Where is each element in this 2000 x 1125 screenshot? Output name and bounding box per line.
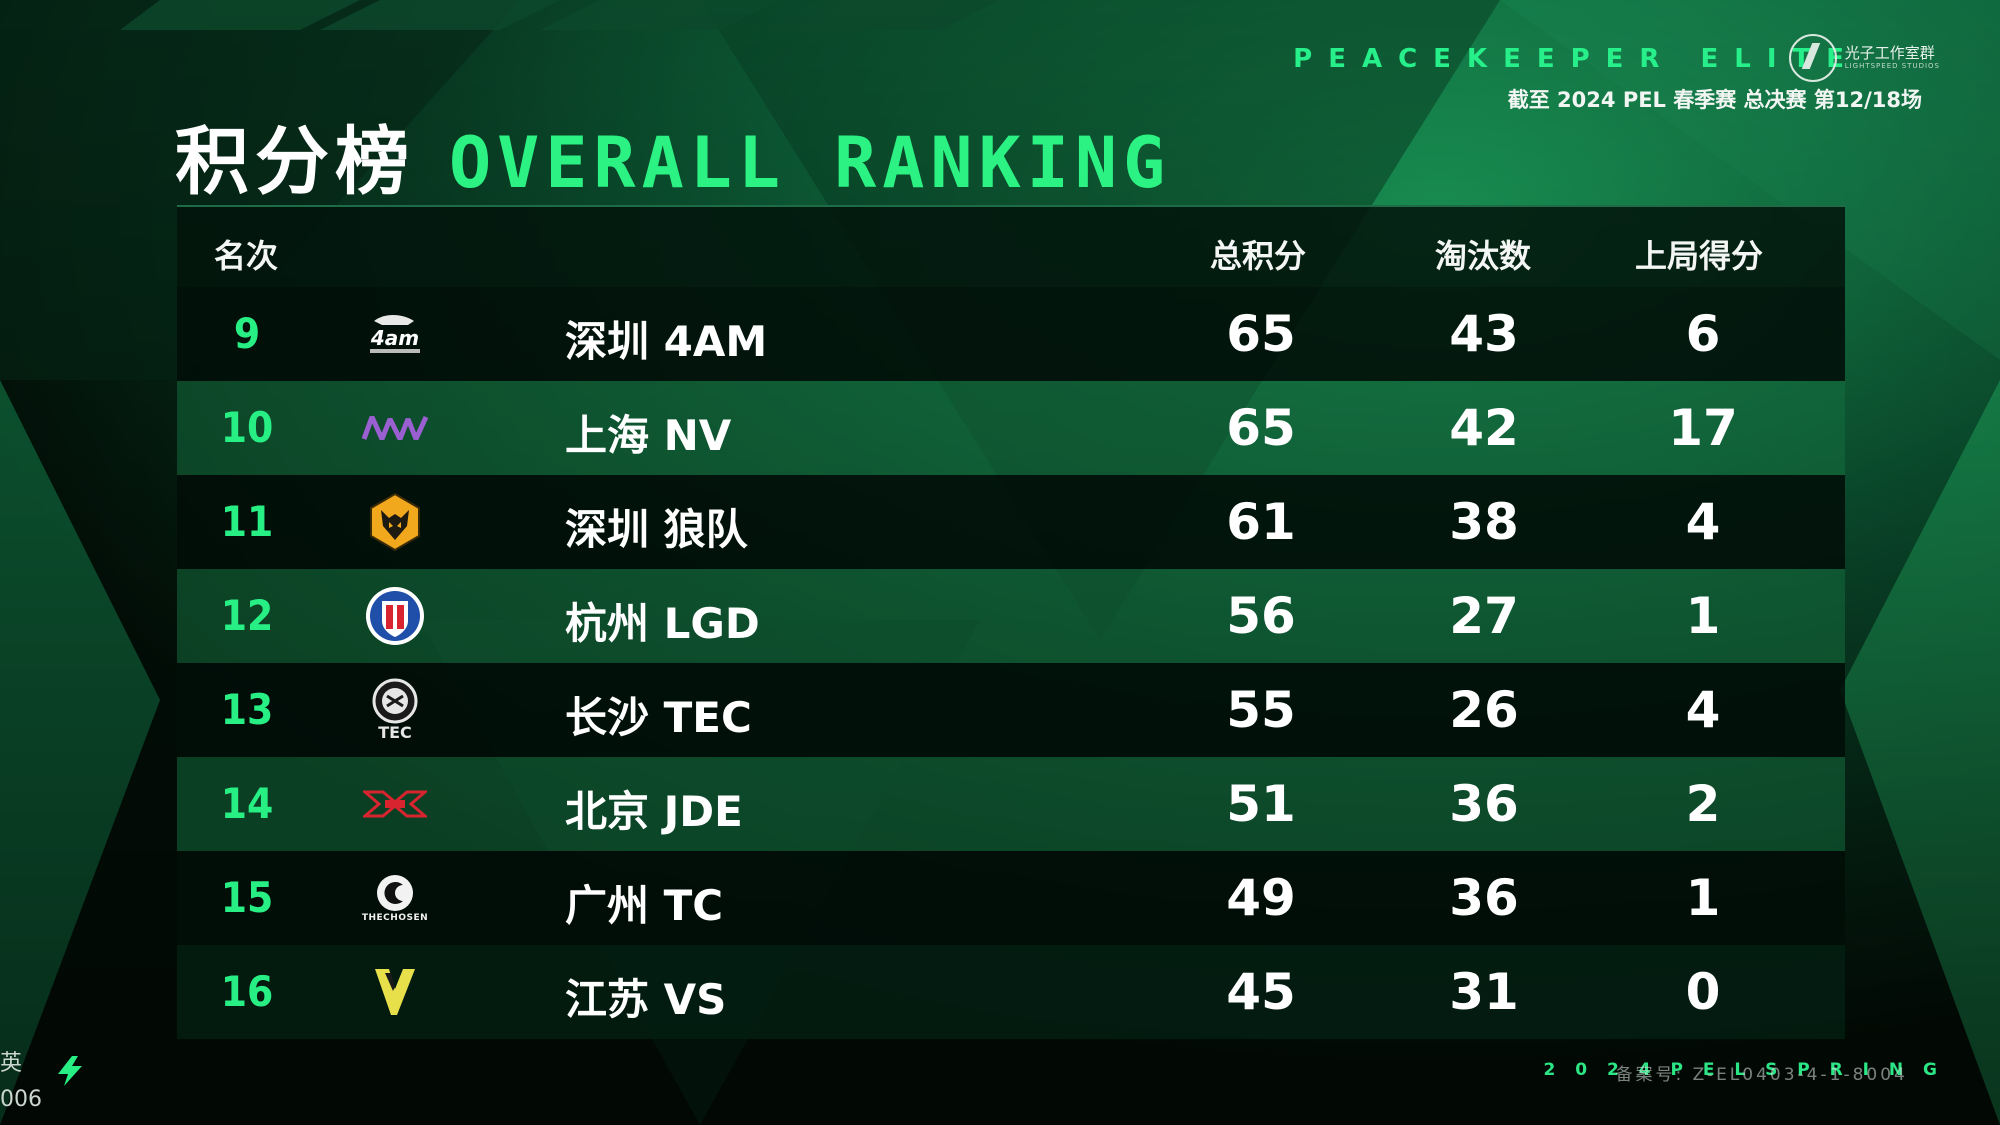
total-points: 45 (1226, 963, 1296, 1021)
team-name: 长沙 TEC (565, 693, 752, 742)
footer-watermark: 2 0 2 4 P E L S P R I N G 备案号: Z-EL0403-… (1543, 1060, 1944, 1085)
rank-value: 16 (220, 967, 274, 1016)
last-match-points: 1 (1685, 869, 1721, 927)
total-points: 56 (1226, 587, 1296, 645)
column-rank: 名次 (214, 237, 279, 275)
table-row: 13 TEC 长沙 TEC 55 26 4 (177, 663, 1845, 757)
table-header: 名次 总积分 淘汰数 上局得分 (177, 207, 1845, 287)
rank-value: 9 (233, 309, 261, 358)
studio-name: 光子工作室群 (1844, 44, 1935, 62)
kills-count: 36 (1449, 775, 1519, 833)
kills-count: 38 (1449, 493, 1519, 551)
table-row: 14 北京 JDE 51 36 2 (177, 757, 1845, 851)
nv-logo (357, 395, 433, 461)
kills-count: 27 (1449, 587, 1519, 645)
team-name: 上海 NV (565, 411, 732, 460)
svg-text:4am: 4am (370, 326, 419, 350)
record-number: 备案号: Z-EL0403-4-1-8004 (1615, 1065, 1908, 1085)
kills-count: 31 (1449, 963, 1519, 1021)
ranking-table: 名次 总积分 淘汰数 上局得分 9 4am 深圳 4AM 65 43 6 10 … (177, 205, 1845, 1039)
table-row: 12 杭州 LGD 56 27 1 (177, 569, 1845, 663)
tc-logo-text: THECHOSEN (361, 912, 429, 923)
kills-count: 43 (1449, 305, 1519, 363)
title-chinese: 积分榜 (175, 119, 415, 205)
overlay-line-1: 英 (0, 1051, 23, 1076)
lightning-icon (1788, 34, 1837, 82)
column-last: 上局得分 (1635, 237, 1764, 275)
last-match-points: 4 (1685, 681, 1721, 739)
last-match-points: 2 (1685, 775, 1721, 833)
tec-logo: TEC (357, 677, 433, 743)
page-title: 积分榜 OVERALL RANKING (175, 102, 1171, 209)
overlay-text: 英 006 (0, 1046, 42, 1118)
event-subtitle: 截至 2024 PEL 春季赛 总决赛 第12/18场 (1507, 88, 1922, 112)
title-english: OVERALL RANKING (449, 122, 1172, 204)
footer-season-text: 2 0 2 4 P E L S P R I N G (1543, 1060, 1944, 1080)
table-row: 11 深圳 狼队 61 38 4 (177, 475, 1845, 569)
last-match-points: 4 (1685, 493, 1721, 551)
team-name: 广州 TC (565, 881, 724, 930)
total-points: 65 (1226, 305, 1296, 363)
tc-logo: THECHOSEN (357, 865, 433, 931)
last-match-points: 6 (1685, 305, 1721, 363)
kills-count: 36 (1449, 869, 1519, 927)
table-row: 16 江苏 VS 45 31 0 (177, 945, 1845, 1039)
rank-value: 15 (220, 873, 274, 922)
team-name: 北京 JDE (565, 787, 743, 836)
last-match-points: 0 (1685, 963, 1721, 1021)
rank-value: 13 (220, 685, 274, 734)
overlay-line-2: 006 (0, 1087, 42, 1112)
team-name: 杭州 LGD (565, 599, 760, 648)
kills-count: 42 (1449, 399, 1519, 457)
rank-value: 11 (220, 497, 274, 546)
wolves-logo (357, 489, 433, 555)
total-points: 61 (1226, 493, 1296, 551)
last-match-points: 17 (1668, 399, 1738, 457)
team-name: 江苏 VS (565, 975, 727, 1024)
tec-logo-text: TEC (378, 723, 412, 742)
team-name: 深圳 4AM (565, 317, 768, 366)
studio-logo: 光子工作室群 LIGHTSPEED STUDIOS (1788, 34, 1940, 82)
rank-value: 14 (220, 779, 274, 828)
rank-value: 12 (220, 591, 274, 640)
lightning-bolt-icon (58, 1056, 82, 1086)
last-match-points: 1 (1685, 587, 1721, 645)
table-row: 15 THECHOSEN 广州 TC 49 36 1 (177, 851, 1845, 945)
table-row: 9 4am 深圳 4AM 65 43 6 (177, 287, 1845, 381)
lgd-logo (357, 583, 433, 649)
column-kills: 淘汰数 (1435, 237, 1532, 275)
table-row: 10 上海 NV 65 42 17 (177, 381, 1845, 475)
column-total: 总积分 (1210, 237, 1307, 275)
team-name: 深圳 狼队 (565, 505, 748, 554)
4am-logo: 4am (357, 301, 433, 367)
rank-value: 10 (220, 403, 274, 452)
kills-count: 26 (1449, 681, 1519, 739)
total-points: 49 (1226, 869, 1296, 927)
vs-logo (357, 959, 433, 1025)
studio-sub: LIGHTSPEED STUDIOS (1844, 62, 1940, 70)
jde-logo (357, 771, 433, 837)
total-points: 51 (1226, 775, 1296, 833)
brand-wordmark: PEACEKEEPER ELITE (1293, 44, 1860, 74)
total-points: 65 (1226, 399, 1296, 457)
total-points: 55 (1226, 681, 1296, 739)
